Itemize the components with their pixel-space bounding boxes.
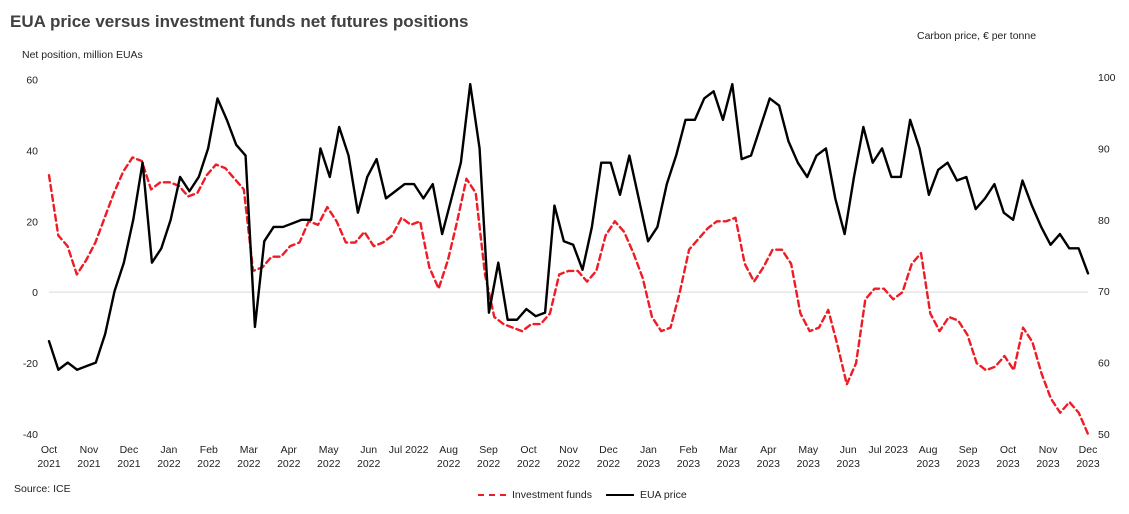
x-tick-label: Dec (120, 444, 139, 456)
x-tick-label-year: 2022 (357, 458, 381, 470)
x-tick-label: May (798, 444, 819, 456)
legend-label-eua-price: EUA price (639, 489, 687, 501)
x-tick-label: Sep (959, 444, 978, 456)
left-tick-label: 0 (32, 287, 38, 299)
x-tick-label-year: 2022 (197, 458, 221, 470)
x-tick-label-year: 2023 (916, 458, 940, 470)
series-group (47, 82, 1090, 436)
x-axis-ticks: Oct 2021 Nov 2021 Dec 2021 Jan 2022 Feb 2022 Mar 20… (37, 444, 1100, 470)
x-tick-label-year: 2021 (37, 458, 61, 470)
left-axis-label: Net position, million EUAs (22, 49, 143, 61)
x-tick-label-year: 2022 (597, 458, 621, 470)
left-tick-label: 20 (26, 216, 38, 228)
right-tick-label: 100 (1098, 72, 1116, 84)
x-tick-label: May (319, 444, 340, 456)
x-tick-label: Nov (1039, 444, 1058, 456)
x-tick-label-year: 2022 (437, 458, 461, 470)
x-tick-label-year: 2023 (757, 458, 781, 470)
right-tick-label: 80 (1098, 215, 1110, 227)
x-tick-label: Mar (719, 444, 738, 456)
x-tick-label: Jan (640, 444, 657, 456)
x-tick-label-year: 2023 (1036, 458, 1060, 470)
x-tick-label: Dec (1079, 444, 1098, 456)
x-tick-label: Oct (520, 444, 536, 456)
x-tick-label: Mar (240, 444, 259, 456)
legend-item-investment-funds: Investment funds (478, 489, 592, 501)
x-tick-label: Jul 2022 (389, 444, 429, 456)
x-tick-label-year: 2023 (956, 458, 980, 470)
x-tick-label: Nov (559, 444, 578, 456)
x-tick-label: Jan (160, 444, 177, 456)
x-tick-label: Feb (679, 444, 697, 456)
series-line-eua-price (47, 82, 1090, 371)
right-tick-label: 90 (1098, 143, 1110, 155)
x-tick-label-year: 2023 (1076, 458, 1100, 470)
x-tick-label-year: 2023 (837, 458, 861, 470)
x-tick-label-year: 2022 (237, 458, 261, 470)
series-line-investment-funds (47, 156, 1090, 436)
legend-swatch-eua-price (605, 494, 634, 496)
x-tick-label: Jun (840, 444, 857, 456)
x-tick-label: Feb (200, 444, 218, 456)
right-tick-label: 60 (1098, 358, 1110, 370)
source-note: Source: ICE (14, 483, 71, 495)
left-axis-ticks: -40 -20 0 20 40 60 (23, 74, 38, 441)
x-tick-label: Apr (281, 444, 298, 456)
right-axis-ticks: 50 60 70 80 90 100 (1098, 72, 1116, 441)
x-tick-label: Jul 2023 (868, 444, 908, 456)
left-tick-label: -20 (23, 358, 38, 370)
x-tick-label: Oct (1000, 444, 1016, 456)
x-tick-label: Sep (479, 444, 498, 456)
legend-item-eua-price: EUA price (605, 489, 687, 501)
x-tick-label-year: 2023 (717, 458, 741, 470)
right-tick-label: 50 (1098, 429, 1110, 441)
legend: Investment funds EUA price (478, 489, 701, 501)
x-tick-label: Nov (80, 444, 99, 456)
x-tick-label-year: 2021 (117, 458, 141, 470)
x-tick-label: Oct (41, 444, 57, 456)
x-tick-label-year: 2023 (637, 458, 661, 470)
x-tick-label: Dec (599, 444, 618, 456)
left-tick-label: -40 (23, 429, 38, 441)
right-tick-label: 70 (1098, 286, 1110, 298)
x-tick-label-year: 2022 (517, 458, 541, 470)
legend-label-investment-funds: Investment funds (512, 489, 592, 501)
legend-swatch-investment-funds (478, 494, 506, 496)
left-tick-label: 60 (26, 74, 38, 86)
x-tick-label-year: 2021 (77, 458, 101, 470)
x-tick-label-year: 2022 (477, 458, 501, 470)
x-tick-label-year: 2022 (317, 458, 341, 470)
x-tick-label-year: 2023 (677, 458, 701, 470)
x-tick-label: Aug (919, 444, 938, 456)
x-tick-label-year: 2022 (157, 458, 181, 470)
right-axis-label: Carbon price, € per tonne (917, 30, 1037, 42)
left-tick-label: 40 (26, 145, 38, 157)
x-tick-label: Apr (760, 444, 777, 456)
x-tick-label: Jun (360, 444, 377, 456)
x-tick-label: Aug (439, 444, 458, 456)
chart-title: EUA price versus investment funds net fu… (10, 12, 469, 31)
x-tick-label-year: 2023 (797, 458, 821, 470)
x-tick-label-year: 2022 (557, 458, 581, 470)
x-tick-label-year: 2023 (996, 458, 1020, 470)
x-tick-label-year: 2022 (277, 458, 301, 470)
